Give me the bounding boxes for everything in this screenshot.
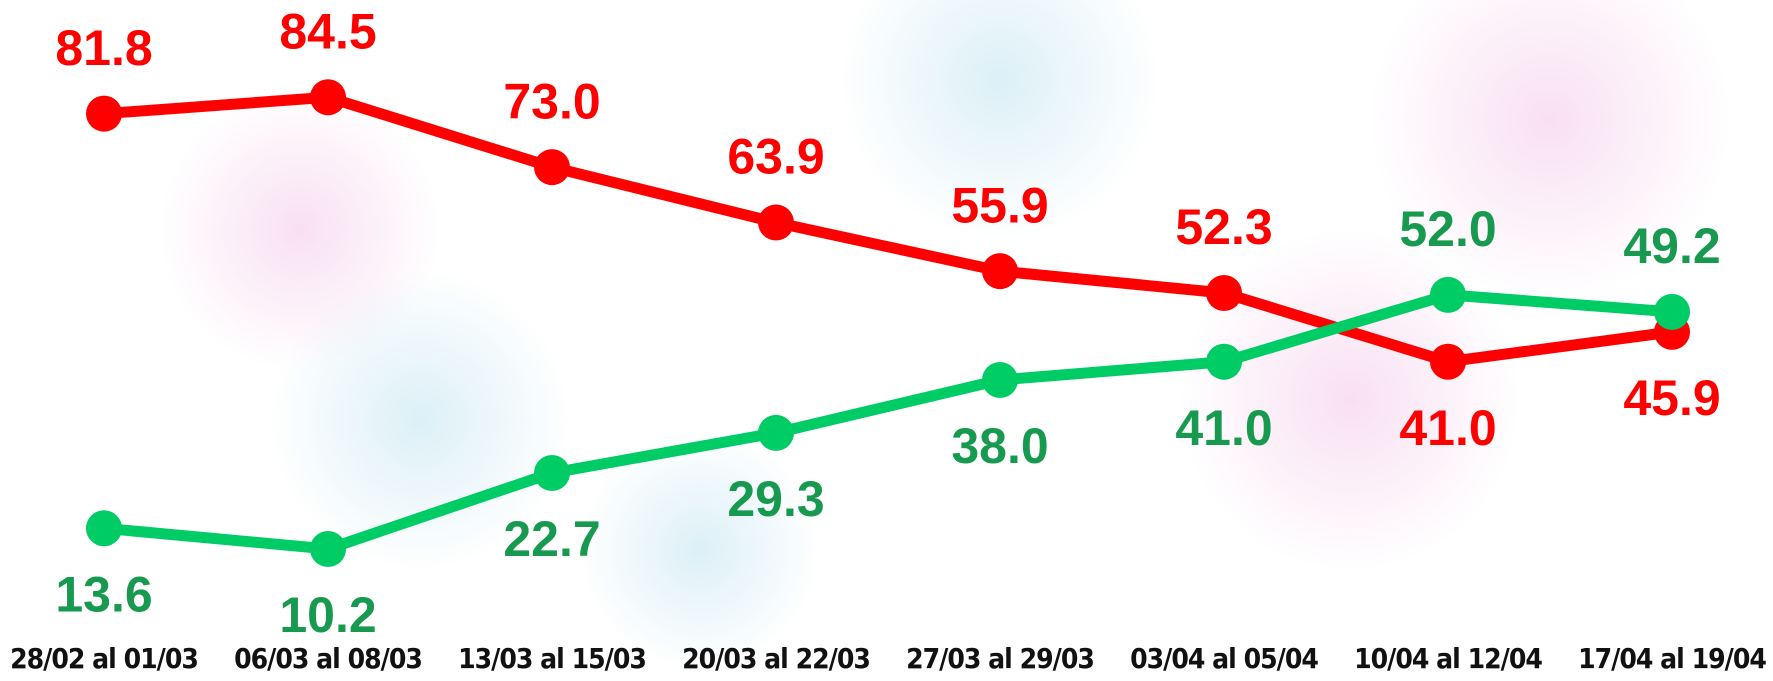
x-tick-label: 20/03 al 22/03	[682, 642, 870, 675]
data-label: 38.0	[951, 418, 1048, 474]
data-point	[86, 510, 122, 546]
data-label: 63.9	[727, 129, 824, 185]
data-label: 41.0	[1175, 400, 1272, 456]
background	[160, 0, 1730, 670]
data-label: 29.3	[727, 471, 824, 527]
data-point	[982, 253, 1018, 289]
x-tick-label: 27/03 al 29/03	[906, 642, 1094, 675]
data-point	[1206, 275, 1242, 311]
data-label: 73.0	[503, 73, 600, 129]
x-tick-label: 28/02 al 01/03	[10, 642, 198, 675]
x-tick-label: 06/03 al 08/03	[234, 642, 422, 675]
data-label: 41.0	[1399, 400, 1496, 456]
data-label: 81.8	[55, 20, 152, 76]
data-point	[1206, 344, 1242, 380]
data-label: 84.5	[279, 3, 376, 59]
x-tick-label: 17/04 al 19/04	[1578, 642, 1766, 675]
data-point	[534, 455, 570, 491]
data-point	[310, 531, 346, 567]
data-label: 52.3	[1175, 199, 1272, 255]
data-point	[982, 362, 1018, 398]
data-label: 22.7	[503, 511, 600, 567]
data-point	[1654, 294, 1690, 330]
data-point	[758, 415, 794, 451]
x-tick-label: 10/04 al 12/04	[1354, 642, 1542, 675]
data-label: 13.6	[55, 567, 152, 623]
x-tick-label: 03/04 al 05/04	[1130, 642, 1318, 675]
data-point	[1430, 344, 1466, 380]
chart: 28/02 al 01/03 06/03 al 08/03 13/03 al 15/…	[0, 0, 1773, 681]
data-label: 45.9	[1623, 370, 1720, 426]
data-point	[1430, 277, 1466, 313]
data-point	[534, 149, 570, 185]
data-label: 10.2	[279, 587, 376, 643]
data-point	[86, 96, 122, 132]
data-point	[310, 79, 346, 115]
data-label: 52.0	[1399, 201, 1496, 257]
data-point	[758, 204, 794, 240]
data-label: 49.2	[1623, 218, 1720, 274]
data-label: 55.9	[951, 177, 1048, 233]
x-tick-label: 13/03 al 15/03	[458, 642, 646, 675]
